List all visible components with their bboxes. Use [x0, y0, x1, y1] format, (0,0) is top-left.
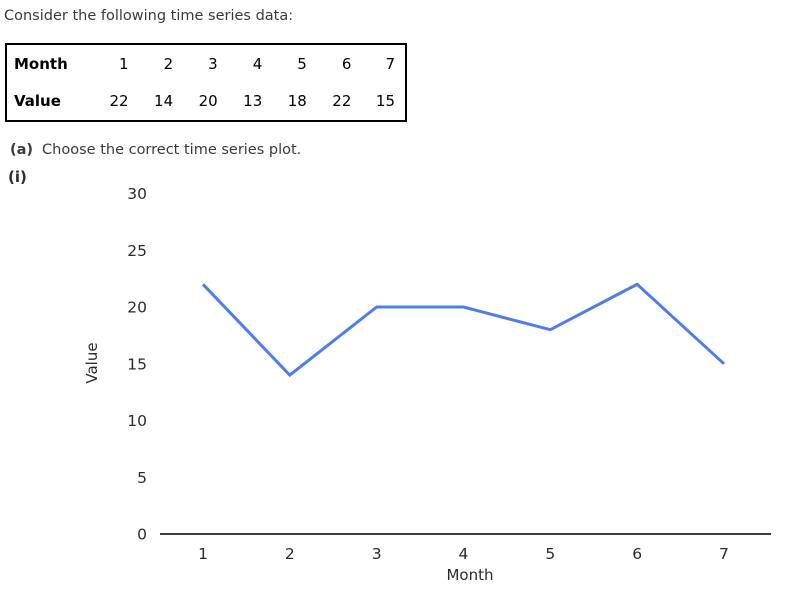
table-cell-value: 20: [198, 92, 218, 111]
y-tick-label: 15: [127, 355, 147, 373]
question-intro: Consider the following time series data:: [4, 8, 294, 24]
table-cell-value: 22: [332, 92, 352, 111]
y-tick-label: 5: [137, 469, 147, 487]
part-a-text: Choose the correct time series plot.: [42, 142, 302, 158]
x-tick-label: 1: [198, 545, 208, 563]
table-cell-value: 14: [154, 92, 174, 111]
x-tick-label: 7: [719, 545, 729, 563]
y-tick-label: 30: [127, 185, 147, 203]
table-row-header-value: Value: [14, 92, 61, 111]
time-series-data-table: Month 1 2 3 4 5 6 7 Value 22 14 20 13 18 22 15: [5, 43, 407, 122]
y-axis-title: Value: [83, 342, 101, 383]
table-cell-value: 18: [287, 92, 307, 111]
y-tick-label: 10: [127, 412, 147, 430]
table-cell-month: 2: [163, 54, 174, 73]
option-i-label: (i): [8, 168, 27, 186]
x-tick-label: 5: [545, 545, 555, 563]
table-row-month: Month 1 2 3 4 5 6 7: [6, 44, 406, 83]
table-cell-month: 6: [341, 54, 352, 73]
x-tick-label: 4: [459, 545, 469, 563]
table-row-header-month: Month: [14, 54, 68, 73]
part-a-prompt: (a) Choose the correct time series plot.: [10, 142, 301, 158]
y-tick-label: 20: [127, 299, 147, 317]
table-row-value: Value 22 14 20 13 18 22 15: [6, 83, 406, 122]
table-cell-value: 13: [243, 92, 263, 111]
table-cell-month: 5: [297, 54, 307, 73]
y-tick-label: 25: [127, 242, 147, 260]
x-axis-title: Month: [446, 566, 493, 584]
table-cell-month: 3: [208, 54, 218, 73]
table-cell-value: 15: [375, 92, 395, 111]
x-tick-label: 3: [372, 545, 382, 563]
table-cell-month: 4: [252, 54, 263, 73]
table-cell-month: 7: [385, 54, 395, 73]
y-tick-label: 0: [137, 526, 147, 544]
table-cell-month: 1: [119, 54, 129, 73]
x-tick-label: 6: [632, 545, 642, 563]
part-a-label: (a): [10, 142, 34, 158]
time-series-line: [201, 282, 726, 378]
table-cell-value: 22: [109, 92, 129, 111]
x-tick-label: 2: [285, 545, 295, 563]
